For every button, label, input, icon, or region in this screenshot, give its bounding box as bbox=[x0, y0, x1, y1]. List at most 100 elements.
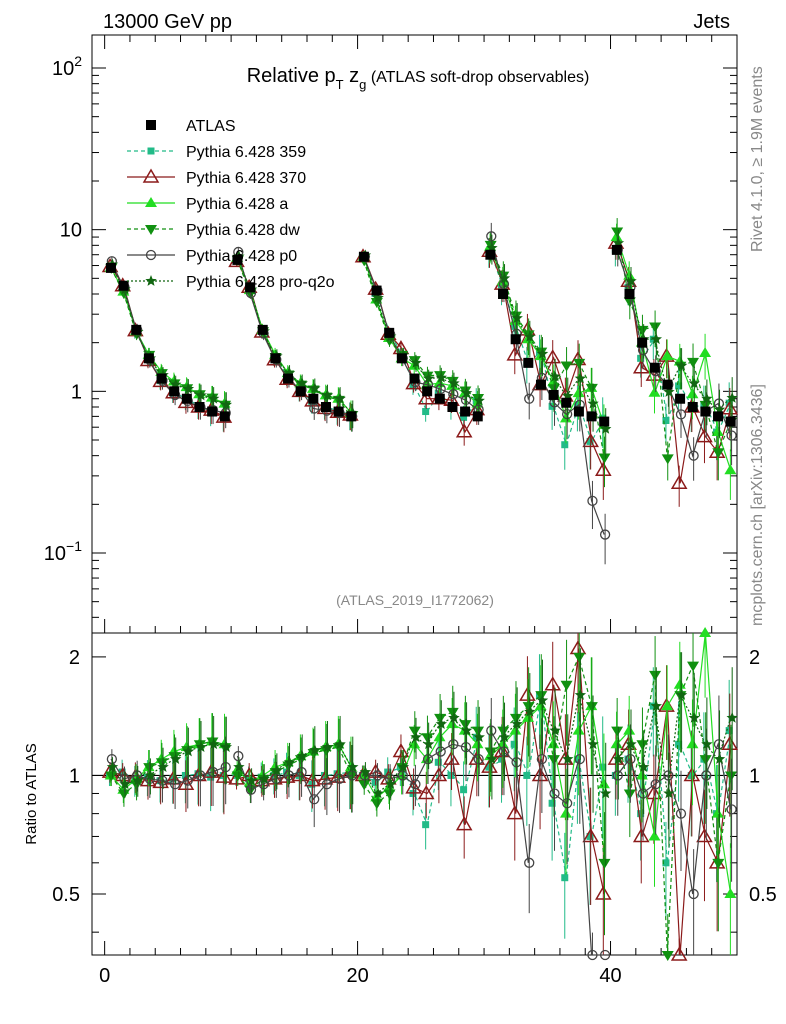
atlas-point bbox=[573, 406, 584, 417]
ratio-point bbox=[726, 711, 738, 723]
ratio-point bbox=[410, 731, 422, 743]
ratio-point bbox=[574, 689, 587, 700]
series-line bbox=[363, 255, 479, 402]
y-tick-exp: −1 bbox=[66, 538, 82, 554]
atlas-point bbox=[320, 401, 331, 412]
ratio-point bbox=[468, 750, 486, 765]
series-line bbox=[363, 256, 479, 405]
legend-marker bbox=[142, 168, 160, 183]
legend-marker bbox=[147, 147, 155, 155]
ratio-point bbox=[417, 784, 435, 800]
ratio-point bbox=[481, 758, 498, 773]
ratio-point bbox=[119, 778, 131, 790]
data-point bbox=[435, 371, 447, 383]
ratio-point bbox=[632, 827, 650, 843]
ratio-point bbox=[446, 707, 459, 718]
ratio-point bbox=[194, 770, 202, 778]
series-line bbox=[363, 256, 479, 411]
ratio-point bbox=[271, 764, 283, 776]
ratio-point bbox=[296, 750, 308, 761]
ratio-point bbox=[460, 786, 468, 794]
data-point bbox=[309, 382, 321, 394]
atlas-point bbox=[358, 251, 369, 262]
ratio-point bbox=[713, 739, 725, 750]
ratio-point bbox=[688, 711, 700, 723]
ratio-point bbox=[701, 770, 712, 781]
atlas-point bbox=[118, 280, 129, 291]
atlas-point bbox=[611, 244, 622, 255]
ratio-point bbox=[524, 705, 536, 717]
series-line bbox=[236, 259, 352, 416]
ratio-point bbox=[334, 738, 346, 750]
ratio-point bbox=[623, 724, 636, 735]
ratio-point bbox=[143, 763, 156, 774]
ratio-line bbox=[616, 706, 732, 863]
ratio-point bbox=[696, 827, 713, 843]
data-point bbox=[623, 297, 636, 308]
ratio-point bbox=[559, 807, 572, 818]
ratio-point bbox=[673, 678, 686, 689]
ratio-point bbox=[177, 775, 195, 790]
ratio-point bbox=[662, 859, 670, 867]
ratio-point bbox=[649, 670, 662, 681]
ratio-point bbox=[220, 761, 231, 773]
data-point bbox=[701, 392, 713, 404]
ratio-point bbox=[443, 750, 460, 765]
ratio-point bbox=[712, 858, 725, 869]
ratio-point bbox=[383, 789, 396, 800]
data-point bbox=[321, 389, 334, 401]
atlas-point bbox=[485, 249, 496, 260]
ratio-line bbox=[489, 704, 605, 814]
ratio-line bbox=[236, 746, 352, 791]
data-point bbox=[572, 387, 585, 398]
data-point bbox=[726, 430, 737, 441]
atlas-point bbox=[447, 401, 458, 412]
ratio-point bbox=[485, 763, 493, 771]
ratio-point bbox=[410, 779, 421, 790]
atlas-point bbox=[498, 288, 509, 299]
ratio-point bbox=[118, 768, 126, 776]
legend-marker bbox=[145, 275, 157, 286]
ratio-point bbox=[195, 770, 206, 781]
ratio-point bbox=[143, 773, 151, 781]
legend-item: Pythia 6.428 a bbox=[127, 196, 288, 213]
data-point bbox=[506, 346, 524, 361]
ratio-axis-ticks: 2 2 1 1 0.5 0.5 bbox=[52, 647, 777, 933]
data-point bbox=[595, 461, 612, 476]
ratio-tick-label-right: 2 bbox=[749, 647, 760, 669]
ratio-point bbox=[471, 738, 484, 749]
y-tick-exp: 2 bbox=[74, 53, 82, 69]
x-tick-label: 0 bbox=[99, 965, 110, 987]
legend-label: Pythia 6.428 a bbox=[186, 196, 288, 213]
ratio-point bbox=[447, 771, 455, 779]
ratio-point bbox=[600, 787, 612, 799]
ratio-tick-label-right: 0.5 bbox=[749, 884, 777, 906]
data-point bbox=[524, 330, 536, 342]
ratio-point bbox=[699, 627, 712, 637]
ratio-point bbox=[215, 768, 233, 783]
series-line bbox=[489, 251, 605, 471]
header-left: 13000 GeV pp bbox=[103, 11, 232, 33]
data-point bbox=[296, 377, 308, 389]
ratio-point bbox=[498, 746, 510, 757]
ratio-line bbox=[616, 742, 732, 895]
title-main: Relative p bbox=[247, 65, 336, 87]
atlas-point bbox=[637, 337, 648, 348]
ratio-point bbox=[549, 788, 560, 799]
ratio-point bbox=[531, 766, 549, 782]
ratio-point bbox=[385, 778, 397, 790]
data-point bbox=[612, 237, 625, 248]
series-line bbox=[110, 260, 225, 414]
chart-title: Relative pT zg (ATLAS soft-drop observab… bbox=[247, 65, 590, 92]
ratio-line bbox=[489, 694, 605, 794]
data-point bbox=[562, 409, 573, 420]
data-point bbox=[309, 403, 320, 414]
atlas-point bbox=[207, 406, 218, 417]
ratio-point bbox=[624, 755, 632, 763]
ratio-point bbox=[233, 750, 244, 762]
ratio-point bbox=[586, 832, 594, 840]
data-point bbox=[686, 388, 699, 399]
ratio-point bbox=[455, 816, 473, 831]
ratio-point bbox=[587, 738, 599, 750]
ratio-point bbox=[711, 807, 724, 818]
